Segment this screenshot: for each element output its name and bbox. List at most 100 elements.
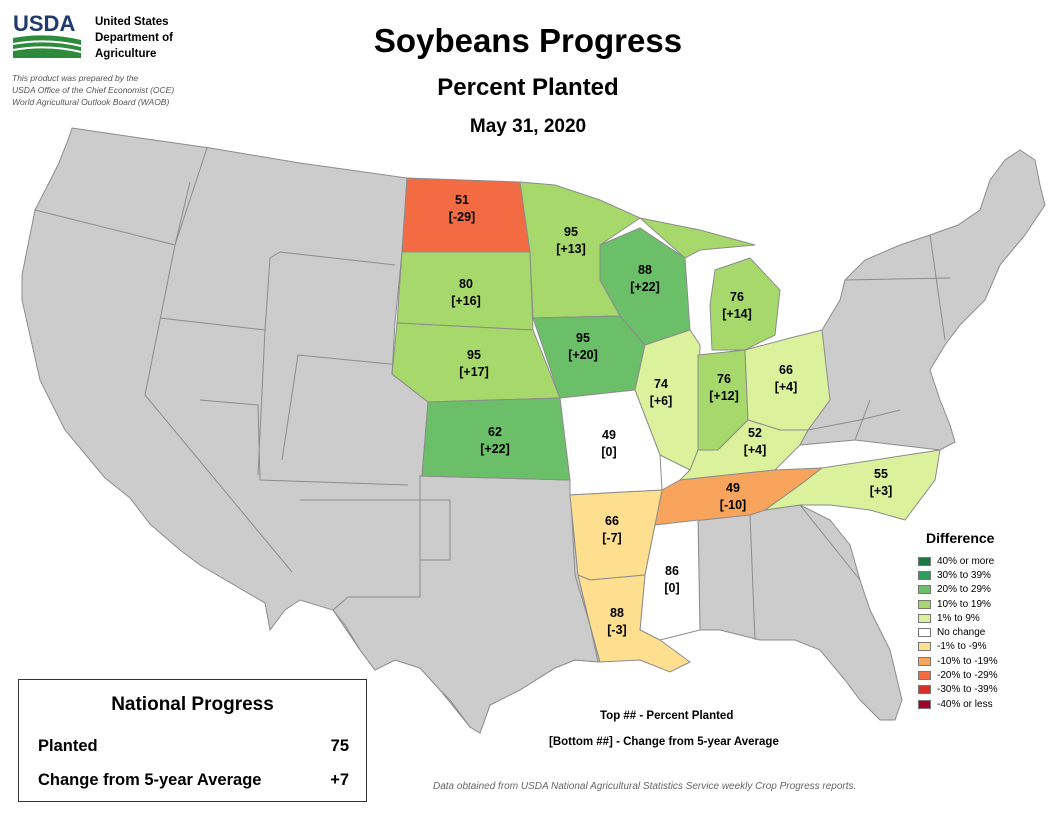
prepared-line: This product was prepared by the	[12, 73, 139, 83]
legend-item: No change	[918, 625, 1048, 639]
legend-label: No change	[937, 627, 986, 639]
legend-item: 30% to 39%	[918, 568, 1048, 582]
map-title: Soybeans Progress	[373, 22, 683, 59]
map-subtitle: Percent Planted	[437, 74, 619, 101]
planted-label-north-dakota: 51	[455, 193, 469, 207]
agency-line: Agriculture	[95, 48, 157, 60]
change-label-mississippi: [0]	[664, 581, 679, 595]
planted-label-south-dakota: 80	[459, 277, 473, 291]
legend-item: -10% to -19%	[918, 654, 1048, 668]
change-label-iowa: [+20]	[568, 348, 598, 362]
legend-swatch	[918, 656, 931, 666]
legend-label: 10% to 19%	[937, 598, 991, 610]
legend-swatch	[918, 699, 931, 709]
change-label-south-dakota: [+16]	[451, 294, 481, 308]
national-progress-box: National Progress Planted 75 Change from…	[18, 679, 367, 802]
map-date: May 31, 2020	[469, 116, 587, 137]
planted-label-wisconsin: 88	[638, 263, 652, 277]
national-progress-title: National Progress	[111, 694, 274, 715]
state-michigan	[638, 217, 781, 351]
legend-item: 1% to 9%	[918, 611, 1048, 625]
change-value: +7	[330, 771, 349, 789]
legend-label: -10% to -19%	[937, 655, 998, 667]
legend-item: 10% to 19%	[918, 597, 1048, 611]
legend-item: -30% to -39%	[918, 683, 1048, 697]
agency-line: United States	[95, 16, 169, 28]
state-louisiana	[577, 574, 691, 673]
legend-item: 40% or more	[918, 554, 1048, 568]
change-label-tennessee: [-10]	[720, 498, 746, 512]
legend-item: 20% to 29%	[918, 583, 1048, 597]
planted-label-ohio: 66	[779, 363, 793, 377]
legend-label: -30% to -39%	[937, 684, 998, 696]
legend-swatch	[918, 628, 931, 638]
planted-label-indiana: 76	[717, 372, 731, 386]
eastern-states-shape	[799, 149, 1046, 451]
difference-legend: Difference 40% or more 30% to 39% 20% to 2…	[918, 530, 1048, 711]
planted-label-arkansas: 66	[605, 514, 619, 528]
legend-swatch	[918, 599, 931, 609]
prepared-line: USDA Office of the Chief Economist (OCE)	[12, 85, 175, 95]
planted-label-nebraska: 95	[467, 348, 481, 362]
change-label: Change from 5-year Average	[38, 771, 262, 789]
change-label-minnesota: [+13]	[556, 242, 586, 256]
change-label-nebraska: [+17]	[459, 365, 489, 379]
state-labels: 51 [-29] 95 [+13] 80 [+16] 88 [+22] 76 [+14] 95 [+1…	[449, 193, 892, 637]
change-label-missouri: [0]	[601, 445, 616, 459]
source-note: Data obtained from USDA National Agricul…	[433, 781, 857, 792]
oklahoma-texas-shape	[332, 475, 599, 734]
legend-swatch	[918, 570, 931, 580]
planted-label-tennessee: 49	[726, 481, 740, 495]
planted-label-kansas: 62	[488, 425, 502, 439]
planted-label-iowa: 95	[576, 331, 590, 345]
change-label-ohio: [+4]	[775, 380, 798, 394]
legend-swatch	[918, 556, 931, 566]
planted-label-kentucky: 52	[748, 426, 762, 440]
legend-label: -20% to -29%	[937, 670, 998, 682]
planted-label-illinois: 74	[654, 377, 668, 391]
prepared-line: World Agricultural Outlook Board (WAOB)	[12, 97, 170, 107]
planted-value: 75	[330, 737, 349, 755]
planted-label: Planted	[38, 737, 98, 755]
change-label-north-carolina: [+3]	[870, 484, 893, 498]
legend-label: 1% to 9%	[937, 612, 980, 624]
change-label-michigan: [+14]	[722, 307, 752, 321]
planted-label-michigan: 76	[730, 290, 744, 304]
state-kansas	[421, 397, 571, 481]
legend-swatch	[918, 685, 931, 695]
state-nebraska	[391, 322, 561, 403]
agency-line: Department of	[95, 32, 173, 44]
change-label-kentucky: [+4]	[744, 443, 767, 457]
legend-title: Difference	[926, 530, 995, 546]
prepared-by-note: This product was prepared by the USDA Of…	[12, 72, 174, 108]
planted-label-north-carolina: 55	[874, 467, 888, 481]
planted-label-mississippi: 86	[665, 564, 679, 578]
key-bottom: [Bottom ##] - Change from 5-year Average	[549, 736, 779, 748]
change-label-kansas: [+22]	[480, 442, 510, 456]
legend-label: 20% to 29%	[937, 584, 991, 596]
state-kentucky	[678, 419, 809, 481]
planted-label-missouri: 49	[602, 428, 616, 442]
legend-swatch	[918, 642, 931, 652]
legend-label: 40% or more	[937, 555, 995, 567]
reported-states	[391, 177, 941, 673]
legend-item: -20% to -29%	[918, 668, 1048, 682]
state-north-carolina	[764, 449, 941, 521]
change-label-wisconsin: [+22]	[630, 280, 660, 294]
unreported-states	[21, 127, 1046, 734]
change-label-arkansas: [-7]	[602, 531, 621, 545]
change-row: Change from 5-year Average +7	[38, 771, 349, 790]
usda-logo-text: USDA	[13, 12, 75, 36]
state-south-dakota	[396, 251, 534, 331]
key-top: Top ## - Percent Planted	[600, 710, 734, 722]
legend-rows: 40% or more 30% to 39% 20% to 29% 10% to 19…	[918, 554, 1048, 711]
change-label-louisiana: [-3]	[607, 623, 626, 637]
legend-item: -40% or less	[918, 697, 1048, 711]
southeast-states-shape	[697, 504, 903, 721]
planted-label-louisiana: 88	[610, 606, 624, 620]
legend-label: -1% to -9%	[937, 641, 987, 653]
legend-swatch	[918, 671, 931, 681]
legend-label: -40% or less	[937, 698, 993, 710]
agency-name: United States Department of Agriculture	[95, 14, 173, 62]
